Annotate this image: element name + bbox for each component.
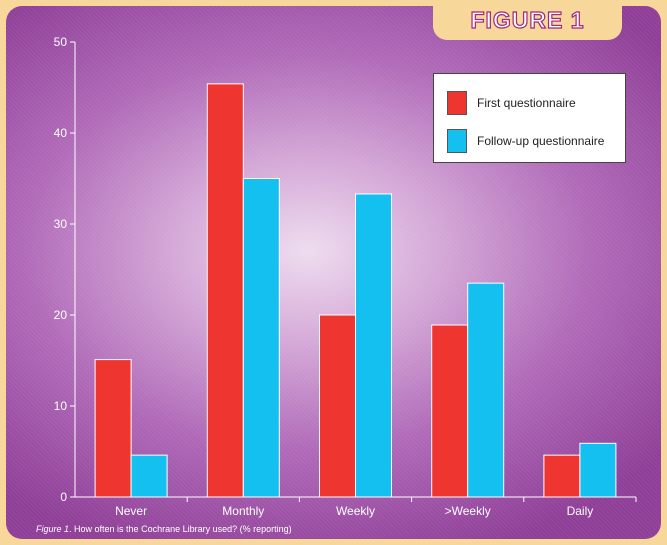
chart-legend: First questionnaire Follow-up questionna… [433,73,626,163]
bar-first [543,454,581,498]
caption-text: . How often is the Cochrane Library used… [69,524,292,534]
legend-swatch-followup [447,129,467,153]
bar-followup [242,178,280,498]
bar-first [94,359,132,498]
legend-label-first: First questionnaire [477,96,576,110]
y-tick-label: 40 [54,126,68,140]
x-tick-label: Monthly [222,504,264,518]
figure-badge: FIGURE 1 [433,0,622,40]
figure-label: FIGURE 1 [470,6,585,33]
y-tick-label: 50 [54,35,68,49]
legend-swatch-first [447,91,467,115]
x-tick-label: >Weekly [445,504,491,518]
bar-first [319,314,356,498]
bar-followup [355,193,392,498]
chart-labels: 0 10 20 30 40 50 Never Monthly Weekly >Weekly Dail… [54,35,594,518]
bar-first [206,83,244,498]
bar-followup [579,442,617,498]
x-tick-label: Never [115,504,147,518]
legend-label-followup: Follow-up questionnaire [477,134,605,148]
x-tick-label: Daily [567,504,594,518]
bar-followup [130,454,168,498]
legend-item-followup: Follow-up questionnaire [447,129,604,153]
y-tick-label: 30 [54,217,68,231]
chart-bars [94,83,617,498]
x-tick-label: Weekly [336,504,375,518]
y-tick-label: 10 [54,399,68,413]
bar-first [431,324,469,498]
bar-followup [467,282,505,498]
y-tick-label: 20 [54,308,68,322]
y-tick-label: 0 [60,490,67,504]
figure-caption: Figure 1. How often is the Cochrane Libr… [36,524,292,534]
caption-prefix: Figure 1 [36,524,70,534]
legend-item-first: First questionnaire [447,91,576,115]
